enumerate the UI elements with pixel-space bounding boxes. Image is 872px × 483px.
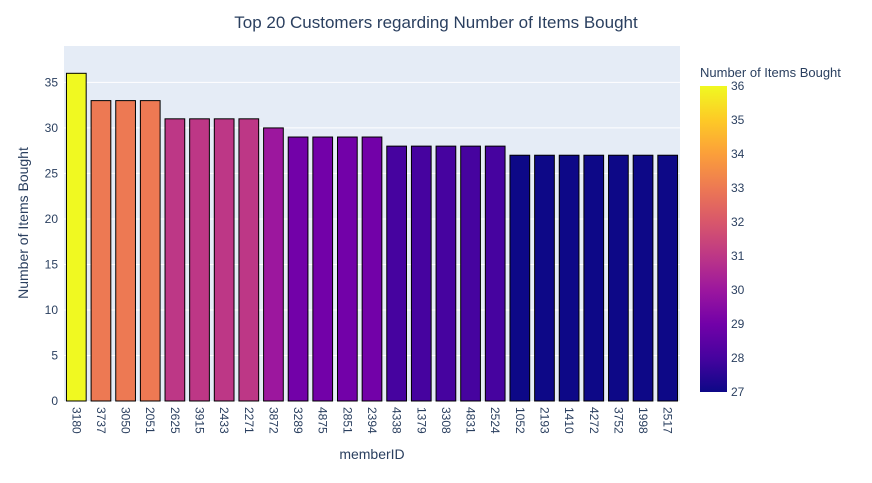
y-tick-label: 15 [45, 257, 59, 271]
bar-3915[interactable] [189, 118, 210, 402]
bar-2394[interactable] [361, 136, 383, 402]
bar-3180[interactable] [65, 72, 87, 402]
y-tick-label: 5 [51, 348, 58, 362]
x-tick-label: 3752 [611, 407, 625, 434]
colorbar [700, 86, 727, 392]
x-tick-label: 2394 [365, 407, 379, 434]
y-tick-label: 20 [45, 212, 59, 226]
x-tick-label: 4831 [464, 407, 478, 434]
x-tick-label: 3180 [69, 407, 83, 434]
bar-2271[interactable] [238, 118, 260, 402]
x-tick-label: 3308 [439, 407, 453, 434]
bar-4875[interactable] [312, 136, 334, 402]
colorbar-tick-label: 36 [731, 79, 745, 93]
x-tick-label: 2625 [168, 407, 182, 434]
x-tick-label: 2271 [242, 407, 256, 434]
x-tick-label: 4338 [390, 407, 404, 434]
bar-4831[interactable] [460, 145, 481, 402]
bar-2051[interactable] [139, 100, 161, 402]
bar-4272[interactable] [583, 154, 605, 402]
bar-1379[interactable] [410, 145, 432, 402]
bar-3050[interactable] [115, 100, 136, 402]
x-tick-label: 1410 [562, 407, 576, 434]
bar-2433[interactable] [213, 118, 235, 402]
bar-1410[interactable] [558, 154, 580, 402]
colorbar-tick-label: 33 [731, 181, 745, 195]
bar-3308[interactable] [435, 145, 457, 402]
y-tick-label: 25 [45, 166, 59, 180]
x-axis-label: memberID [339, 446, 404, 462]
bar-2851[interactable] [337, 136, 358, 402]
colorbar-tick-label: 34 [731, 147, 745, 161]
bar-3289[interactable] [287, 136, 309, 402]
bar-2524[interactable] [484, 145, 506, 402]
x-tick-label: 2524 [488, 407, 502, 434]
x-tick-label: 2193 [537, 407, 551, 434]
x-tick-label: 2051 [143, 407, 157, 434]
y-tick-label: 0 [51, 394, 58, 408]
bar-3872[interactable] [263, 127, 284, 402]
x-tick-label: 3737 [94, 407, 108, 434]
colorbar-tick-label: 32 [731, 215, 745, 229]
x-tick-label: 1052 [513, 407, 527, 434]
x-tick-label: 3050 [119, 407, 133, 434]
x-tick-label: 3915 [193, 407, 207, 434]
colorbar-title: Number of Items Bought [700, 65, 841, 80]
colorbar-tick-label: 35 [731, 113, 745, 127]
y-tick-label: 10 [45, 303, 59, 317]
chart-title: Top 20 Customers regarding Number of Ite… [234, 13, 638, 32]
bar-2517[interactable] [657, 154, 679, 402]
colorbar-tick-label: 29 [731, 317, 745, 331]
bar-1998[interactable] [632, 154, 654, 402]
bar-3737[interactable] [90, 100, 112, 402]
bar-2625[interactable] [164, 118, 186, 402]
x-tick-label: 2433 [217, 407, 231, 434]
y-axis-label: Number of Items Bought [15, 147, 31, 299]
bar-4338[interactable] [386, 145, 407, 402]
bar-1052[interactable] [509, 154, 531, 402]
colorbar-tick-label: 31 [731, 249, 745, 263]
colorbar-tick-label: 28 [731, 351, 745, 365]
bar-3752[interactable] [608, 154, 629, 402]
x-tick-label: 2851 [340, 407, 354, 434]
bar-2193[interactable] [534, 154, 555, 402]
colorbar-tick-label: 27 [731, 385, 745, 399]
x-tick-label: 3289 [291, 407, 305, 434]
x-tick-label: 2517 [661, 407, 675, 434]
x-tick-label: 1379 [414, 407, 428, 434]
x-tick-label: 3872 [266, 407, 280, 434]
x-tick-label: 4272 [587, 407, 601, 434]
colorbar-tick-label: 30 [731, 283, 745, 297]
y-tick-label: 35 [45, 75, 59, 89]
x-tick-label: 4875 [316, 407, 330, 434]
x-tick-label: 1998 [636, 407, 650, 434]
y-tick-label: 30 [45, 121, 59, 135]
